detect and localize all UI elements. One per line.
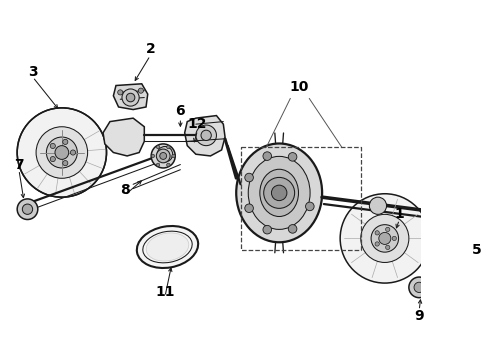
Ellipse shape [146, 233, 189, 261]
Circle shape [55, 146, 69, 159]
Circle shape [361, 214, 409, 262]
Circle shape [375, 242, 379, 246]
Ellipse shape [260, 169, 298, 216]
Circle shape [340, 194, 430, 283]
Text: 1: 1 [394, 207, 404, 221]
Polygon shape [447, 190, 490, 235]
Text: 5: 5 [472, 243, 482, 257]
Circle shape [196, 125, 217, 146]
Text: 7: 7 [14, 158, 24, 171]
Polygon shape [185, 116, 225, 156]
Circle shape [63, 139, 68, 144]
Circle shape [156, 163, 160, 167]
Circle shape [375, 231, 379, 235]
Text: 2: 2 [146, 42, 155, 57]
Circle shape [167, 145, 170, 149]
Text: 10: 10 [289, 80, 309, 94]
Circle shape [409, 277, 430, 298]
Circle shape [17, 199, 38, 220]
Circle shape [172, 154, 175, 158]
Text: 6: 6 [175, 104, 185, 118]
Circle shape [151, 144, 175, 168]
Circle shape [271, 185, 287, 201]
Circle shape [306, 202, 314, 211]
Ellipse shape [137, 226, 198, 268]
Circle shape [288, 225, 297, 233]
Text: 8: 8 [120, 183, 129, 197]
Circle shape [371, 225, 398, 252]
Circle shape [23, 204, 33, 214]
Circle shape [50, 143, 55, 149]
Text: 3: 3 [28, 65, 37, 79]
Circle shape [156, 145, 160, 149]
Circle shape [138, 88, 144, 93]
Circle shape [245, 204, 253, 212]
Circle shape [369, 197, 387, 214]
Circle shape [160, 153, 167, 159]
Circle shape [466, 207, 476, 218]
Circle shape [118, 90, 123, 95]
Circle shape [50, 157, 55, 162]
Circle shape [63, 161, 68, 166]
Polygon shape [455, 225, 490, 254]
Circle shape [465, 233, 480, 248]
Text: 4: 4 [489, 189, 490, 202]
Text: 11: 11 [155, 285, 174, 299]
Ellipse shape [248, 156, 310, 229]
Circle shape [122, 89, 139, 106]
Circle shape [126, 93, 135, 102]
Circle shape [455, 251, 464, 260]
Circle shape [36, 127, 88, 178]
Circle shape [47, 137, 77, 168]
Text: 9: 9 [415, 309, 424, 323]
Circle shape [245, 173, 253, 182]
Circle shape [288, 153, 297, 161]
Circle shape [71, 150, 75, 155]
Circle shape [386, 245, 390, 249]
Circle shape [414, 282, 424, 293]
Circle shape [201, 130, 211, 140]
Circle shape [263, 225, 271, 234]
Text: 12: 12 [188, 117, 207, 131]
Circle shape [379, 233, 391, 244]
Circle shape [461, 202, 481, 223]
Circle shape [264, 177, 294, 208]
Polygon shape [113, 84, 148, 109]
Circle shape [167, 163, 170, 167]
Polygon shape [103, 118, 145, 156]
Circle shape [451, 247, 468, 264]
Ellipse shape [236, 144, 322, 242]
Circle shape [17, 108, 106, 197]
Circle shape [156, 149, 170, 163]
Circle shape [386, 227, 390, 231]
Circle shape [157, 147, 172, 162]
Circle shape [151, 154, 155, 158]
Circle shape [263, 152, 271, 161]
Circle shape [392, 236, 396, 240]
